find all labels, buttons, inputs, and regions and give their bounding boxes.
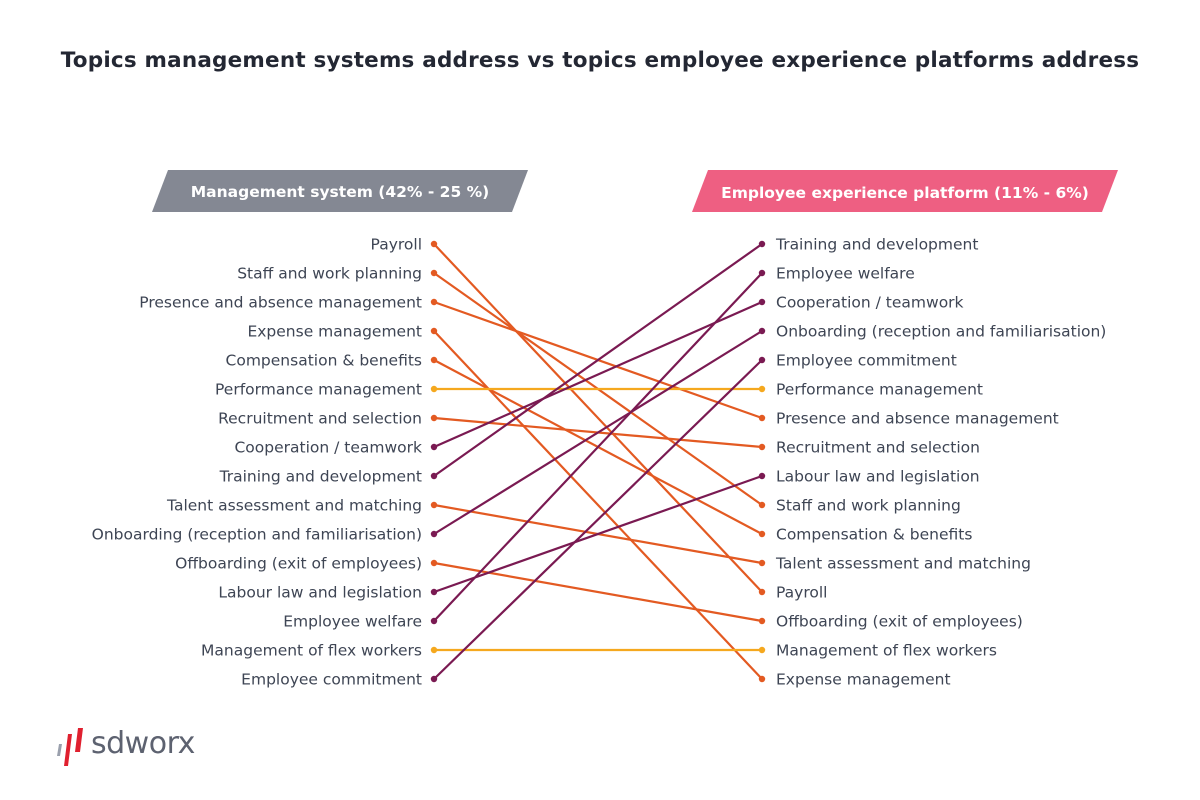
- right-dot-employee-welfare: [758, 269, 766, 277]
- right-dot-staff-and-work-planning: [758, 501, 766, 509]
- right-label-presence-and-absence-management: Presence and absence management: [776, 410, 1059, 428]
- left-label-training-and-development: Training and development: [219, 468, 422, 486]
- left-label-recruitment-and-selection: Recruitment and selection: [218, 410, 422, 428]
- left-label-expense-management: Expense management: [247, 323, 422, 341]
- left-label-payroll: Payroll: [371, 236, 422, 254]
- left-dot-offboarding-exit-of-employees: [430, 559, 438, 567]
- left-dot-staff-and-work-planning: [430, 269, 438, 277]
- sdworx-logo: sdworx: [56, 722, 196, 770]
- right-label-performance-management: Performance management: [776, 381, 983, 399]
- left-label-offboarding-exit-of-employees: Offboarding (exit of employees): [175, 555, 422, 573]
- right-label-cooperation-teamwork: Cooperation / teamwork: [776, 294, 964, 312]
- left-header-label: Management system (42% - 25 %): [191, 183, 490, 201]
- right-label-payroll: Payroll: [776, 584, 827, 602]
- left-dot-cooperation-teamwork: [430, 443, 438, 451]
- left-label-onboarding-reception-and-familiarisation: Onboarding (reception and familiarisatio…: [92, 526, 422, 544]
- left-labels: Payroll Staff and work planning Presence a…: [92, 236, 422, 689]
- connector-cooperation-teamwork: [432, 300, 764, 449]
- right-dot-offboarding-exit-of-employees: [758, 617, 766, 625]
- right-dot-onboarding-reception-and-familiarisation: [758, 327, 766, 335]
- left-label-staff-and-work-planning: Staff and work planning: [237, 265, 422, 283]
- left-dot-training-and-development: [430, 472, 438, 480]
- right-dot-recruitment-and-selection: [758, 443, 766, 451]
- right-dots: [758, 240, 766, 683]
- logo-text: sdworx: [91, 726, 195, 761]
- left-label-talent-assessment-and-matching: Talent assessment and matching: [166, 497, 422, 515]
- right-label-employee-commitment: Employee commitment: [776, 352, 957, 370]
- left-dot-expense-management: [430, 327, 438, 335]
- connector-employee-commitment: [432, 358, 764, 681]
- right-dot-cooperation-teamwork: [758, 298, 766, 306]
- right-label-onboarding-reception-and-familiarisation: Onboarding (reception and familiarisatio…: [776, 323, 1106, 341]
- left-label-cooperation-teamwork: Cooperation / teamwork: [234, 439, 422, 457]
- left-dot-compensation-benefits: [430, 356, 438, 364]
- left-dot-labour-law-and-legislation: [430, 588, 438, 596]
- right-label-recruitment-and-selection: Recruitment and selection: [776, 439, 980, 457]
- right-label-staff-and-work-planning: Staff and work planning: [776, 497, 961, 515]
- left-label-management-of-flex-workers: Management of flex workers: [201, 642, 422, 660]
- right-dot-expense-management: [758, 675, 766, 683]
- left-label-compensation-benefits: Compensation & benefits: [226, 352, 422, 370]
- right-header-label: Employee experience platform (11% - 6%): [721, 184, 1089, 202]
- left-label-employee-welfare: Employee welfare: [283, 613, 422, 631]
- left-label-labour-law-and-legislation: Labour law and legislation: [218, 584, 422, 602]
- left-dot-onboarding-reception-and-familiarisation: [430, 530, 438, 538]
- left-dot-performance-management: [430, 385, 438, 393]
- right-dot-management-of-flex-workers: [758, 646, 766, 654]
- right-label-employee-welfare: Employee welfare: [776, 265, 915, 283]
- right-labels: Training and development Employee welfare…: [775, 236, 1106, 689]
- left-label-presence-and-absence-management: Presence and absence management: [139, 294, 422, 312]
- connector-expense-management: [432, 329, 764, 681]
- connector-labour-law-and-legislation: [432, 474, 764, 594]
- left-dot-payroll: [430, 240, 438, 248]
- right-dot-labour-law-and-legislation: [758, 472, 766, 480]
- right-dot-compensation-benefits: [758, 530, 766, 538]
- right-header-banner: [692, 170, 1118, 212]
- left-dot-talent-assessment-and-matching: [430, 501, 438, 509]
- left-dot-employee-welfare: [430, 617, 438, 625]
- right-label-compensation-benefits: Compensation & benefits: [776, 526, 972, 544]
- logo-mark-icon: [57, 728, 83, 766]
- left-dot-recruitment-and-selection: [430, 414, 438, 422]
- right-dot-presence-and-absence-management: [758, 414, 766, 422]
- connector-employee-welfare: [432, 271, 764, 623]
- left-header-banner: [152, 170, 528, 212]
- page-title: Topics management systems address vs top…: [60, 48, 1140, 73]
- right-dot-payroll: [758, 588, 766, 596]
- right-dot-performance-management: [758, 385, 766, 393]
- right-label-management-of-flex-workers: Management of flex workers: [776, 642, 997, 660]
- right-dot-training-and-development: [758, 240, 766, 248]
- right-dot-employee-commitment: [758, 356, 766, 364]
- left-dots: [430, 240, 438, 683]
- right-label-labour-law-and-legislation: Labour law and legislation: [776, 468, 980, 486]
- connector-offboarding-exit-of-employees: [432, 561, 764, 623]
- left-dot-employee-commitment: [430, 675, 438, 683]
- connector-onboarding-reception-and-familiarisation: [432, 329, 764, 536]
- right-label-expense-management: Expense management: [776, 671, 951, 689]
- right-label-training-and-development: Training and development: [775, 236, 978, 254]
- right-dot-talent-assessment-and-matching: [758, 559, 766, 567]
- left-dot-presence-and-absence-management: [430, 298, 438, 306]
- right-label-talent-assessment-and-matching: Talent assessment and matching: [775, 555, 1031, 573]
- left-dot-management-of-flex-workers: [430, 646, 438, 654]
- left-label-performance-management: Performance management: [215, 381, 422, 399]
- connector-payroll: [432, 242, 764, 594]
- connector-training-and-development: [432, 242, 764, 478]
- connector-lines: [432, 242, 764, 681]
- right-label-offboarding-exit-of-employees: Offboarding (exit of employees): [776, 613, 1023, 631]
- left-label-employee-commitment: Employee commitment: [241, 671, 422, 689]
